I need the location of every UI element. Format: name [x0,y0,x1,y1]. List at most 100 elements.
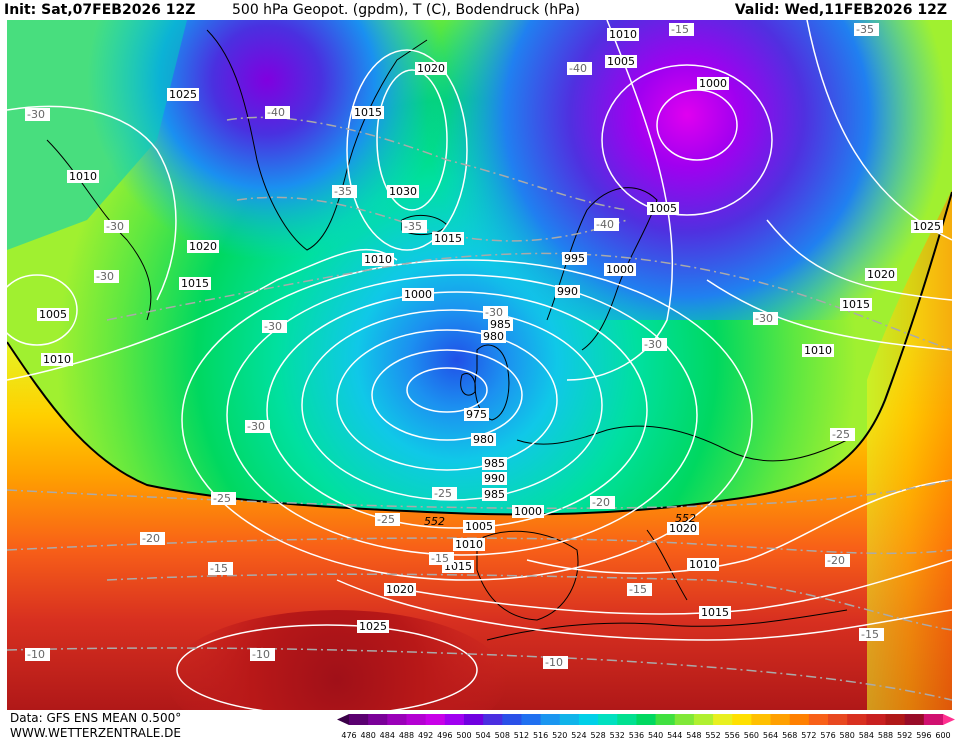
temperature-label-bg [567,62,592,75]
canada-coast [46,139,152,321]
colorbar-cell [483,714,503,725]
colorbar-tick-label: 568 [782,731,797,740]
pressure-label: 980 [473,433,494,446]
italy-coast [646,529,688,601]
pressure-label: 995 [564,252,585,265]
colorbar-cell [923,714,944,725]
temperature-label-bg [402,220,427,233]
pressure-label: 1005 [649,202,677,215]
colorbar-cell [828,714,848,725]
pressure-label: 1030 [389,185,417,198]
temperature-label-bg [375,513,400,526]
pressure-label: 1010 [689,558,717,571]
temperature-label-bg [245,420,270,433]
colorbar-tick-label: 572 [801,731,816,740]
isobar-1005-west [7,274,78,346]
pressure-label-bg [357,620,389,633]
isobar-1020-south [336,579,952,641]
colorbar-tick-label: 488 [399,731,414,740]
temperature-label: -30 [106,220,124,233]
colorbar-tick-label: 584 [859,731,874,740]
map-header: Init: Sat,07FEB2026 12Z 500 hPa Geopot. … [0,0,959,20]
north-africa-coast [486,609,848,641]
colorbar-tick-label: 480 [361,731,376,740]
pressure-label-bg [697,77,729,90]
pressure-label-bg [415,62,447,75]
colorbar-cell [713,714,733,725]
pressure-label: 1010 [364,253,392,266]
temperature-label-bg [642,338,667,351]
isobar-1020-east [766,219,952,301]
pressure-label-bg [604,263,636,276]
isobar-1030-greenland [376,69,448,211]
pressure-label-bg [840,298,872,311]
temperature-label-bg [332,185,357,198]
colorbar-tick-label: 560 [744,731,759,740]
colorbar-cell [578,714,599,725]
pressure-label-bg [471,433,496,446]
temperature-label: -15 [671,23,689,36]
pressure-label-bg [187,240,219,253]
pressure-label-bg [179,277,211,290]
colorbar-tick-label: 476 [341,731,356,740]
pressure-labels: 1010 1005 1000 1025 1020 1015 1030 1010 1005 1000… [37,28,943,633]
pressure-label-bg [67,170,99,183]
pressure-label-bg [453,538,485,551]
colorbar-tick-label: 548 [686,731,701,740]
colorbar-tick-label: 496 [437,731,452,740]
colorbar-cell [751,714,772,725]
colorbar-tick-label: 540 [648,731,663,740]
temperature-label-bg [753,312,778,325]
colorbar-cell [387,714,407,725]
map-canvas: 1010 1005 1000 1025 1020 1015 1030 1010 1005 1000… [7,20,952,710]
temperature-label-bg [211,492,236,505]
pressure-label-bg [911,220,943,233]
init-time: Init: Sat,07FEB2026 12Z [4,2,196,18]
colorbar-tick-label: 528 [590,731,605,740]
pressure-label-bg [362,253,394,266]
isobar-1015-east [706,279,952,351]
colorbar-cell [617,714,637,725]
colorbar-cell [406,714,427,725]
temperature-label-bg [594,218,619,231]
pressure-label: 985 [484,488,505,501]
temperature-label-bg [140,532,165,545]
colorbar-cell [904,714,925,725]
colorbar-cell [693,714,714,725]
temperature-label-bg [94,270,119,283]
temperature-label-bg [627,583,652,596]
pressure-label-bg [481,330,506,343]
temperature-label-bg [590,496,615,509]
temperature-label: -10 [27,648,45,661]
temperature-lines [7,116,952,701]
temperature-label-bg [669,23,694,36]
temperature-label: -40 [267,106,285,119]
temperature-label: -15 [431,552,449,565]
colorbar-cell [425,714,446,725]
temperature-label-bg [429,552,454,565]
colorbar-cell [521,714,542,725]
colorbar-cell [866,714,887,725]
colorbar-right-arrow [943,714,955,725]
isobar-1000 [226,274,698,556]
pressure-label: 1010 [69,170,97,183]
pressure-label-bg [555,285,580,298]
colorbar-cell [444,714,465,725]
colorbar-cell [732,714,752,725]
temperature-label-bg [262,320,287,333]
pressure-label: 1000 [699,77,727,90]
temp-line-minus-20 [7,537,952,555]
colorbar-cell [808,714,829,725]
pressure-label: 1020 [867,268,895,281]
temperature-label: -20 [592,496,610,509]
temperature-label-bg [483,306,508,319]
pressure-label-bg [562,252,587,265]
isobar-980 [371,349,523,441]
pressure-label: 1005 [39,308,67,321]
temperature-label: -25 [213,492,231,505]
west-cold-shading [7,20,187,250]
temp-line-minus-10 [7,647,952,701]
pressure-label: 1020 [669,522,697,535]
iberia-coast [476,530,579,621]
colorbar-cell [540,714,561,725]
